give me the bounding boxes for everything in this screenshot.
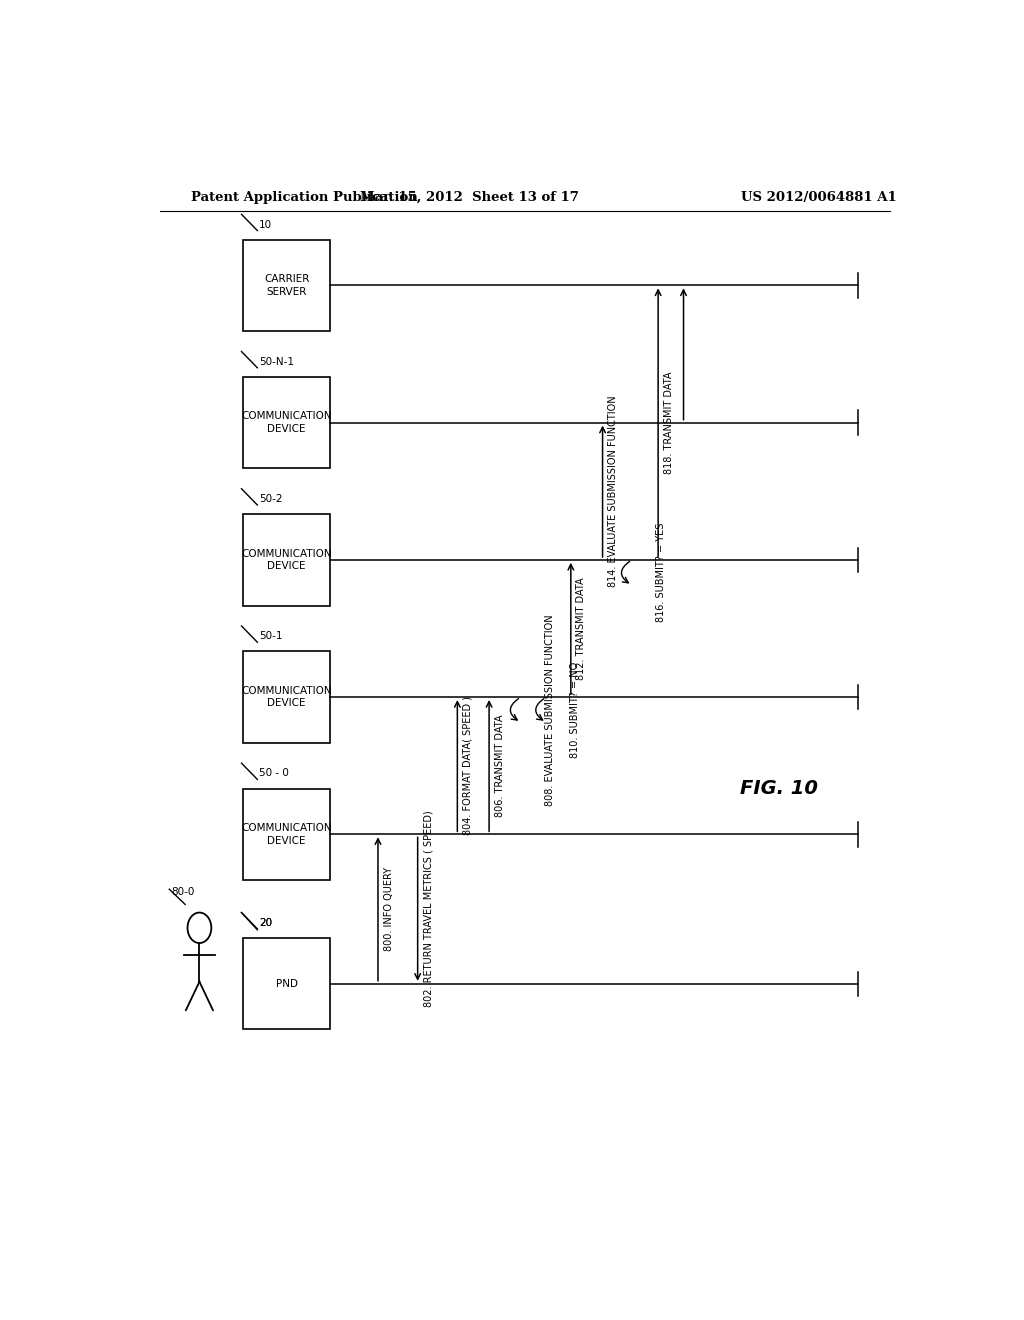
Text: 802. RETURN TRAVEL METRICS ( SPEED): 802. RETURN TRAVEL METRICS ( SPEED) — [423, 810, 433, 1007]
Text: 816. SUBMIT? = YES: 816. SUBMIT? = YES — [655, 523, 666, 622]
Bar — [243, 939, 331, 1030]
Text: COMMUNICATION
DEVICE: COMMUNICATION DEVICE — [242, 549, 332, 572]
Text: 10: 10 — [259, 219, 272, 230]
Text: 818. TRANSMIT DATA: 818. TRANSMIT DATA — [664, 371, 674, 474]
Text: 80-0: 80-0 — [172, 887, 195, 898]
Text: CARRIER
SERVER: CARRIER SERVER — [264, 275, 309, 297]
Text: COMMUNICATION
DEVICE: COMMUNICATION DEVICE — [242, 824, 332, 846]
Text: PND: PND — [275, 978, 298, 989]
Text: 806. TRANSMIT DATA: 806. TRANSMIT DATA — [495, 714, 505, 817]
Text: 812. TRANSMIT DATA: 812. TRANSMIT DATA — [577, 577, 587, 680]
Text: US 2012/0064881 A1: US 2012/0064881 A1 — [740, 190, 896, 203]
Text: 20: 20 — [259, 917, 272, 928]
Text: 50 - 0: 50 - 0 — [259, 768, 289, 779]
Text: 808. EVALUATE SUBMISSION FUNCTION: 808. EVALUATE SUBMISSION FUNCTION — [545, 614, 555, 805]
Text: 804. FORMAT DATA( SPEED ): 804. FORMAT DATA( SPEED ) — [463, 696, 473, 836]
Text: COMMUNICATION
DEVICE: COMMUNICATION DEVICE — [242, 686, 332, 709]
Text: Patent Application Publication: Patent Application Publication — [191, 190, 418, 203]
Text: 50-N-1: 50-N-1 — [259, 356, 294, 367]
Bar — [243, 240, 331, 331]
Text: COMMUNICATION
DEVICE: COMMUNICATION DEVICE — [242, 412, 332, 434]
Bar — [243, 788, 331, 880]
Text: 800. INFO QUERY: 800. INFO QUERY — [384, 867, 393, 952]
Text: 50-1: 50-1 — [259, 631, 283, 642]
Text: 810. SUBMIT? = NO: 810. SUBMIT? = NO — [570, 661, 580, 758]
Bar — [243, 515, 331, 606]
Bar — [243, 651, 331, 743]
Text: FIG. 10: FIG. 10 — [739, 779, 818, 799]
Text: Mar. 15, 2012  Sheet 13 of 17: Mar. 15, 2012 Sheet 13 of 17 — [359, 190, 579, 203]
Text: 814. EVALUATE SUBMISSION FUNCTION: 814. EVALUATE SUBMISSION FUNCTION — [608, 396, 618, 587]
Bar — [243, 378, 331, 469]
Text: 20: 20 — [259, 917, 272, 928]
Text: 50-2: 50-2 — [259, 494, 283, 504]
